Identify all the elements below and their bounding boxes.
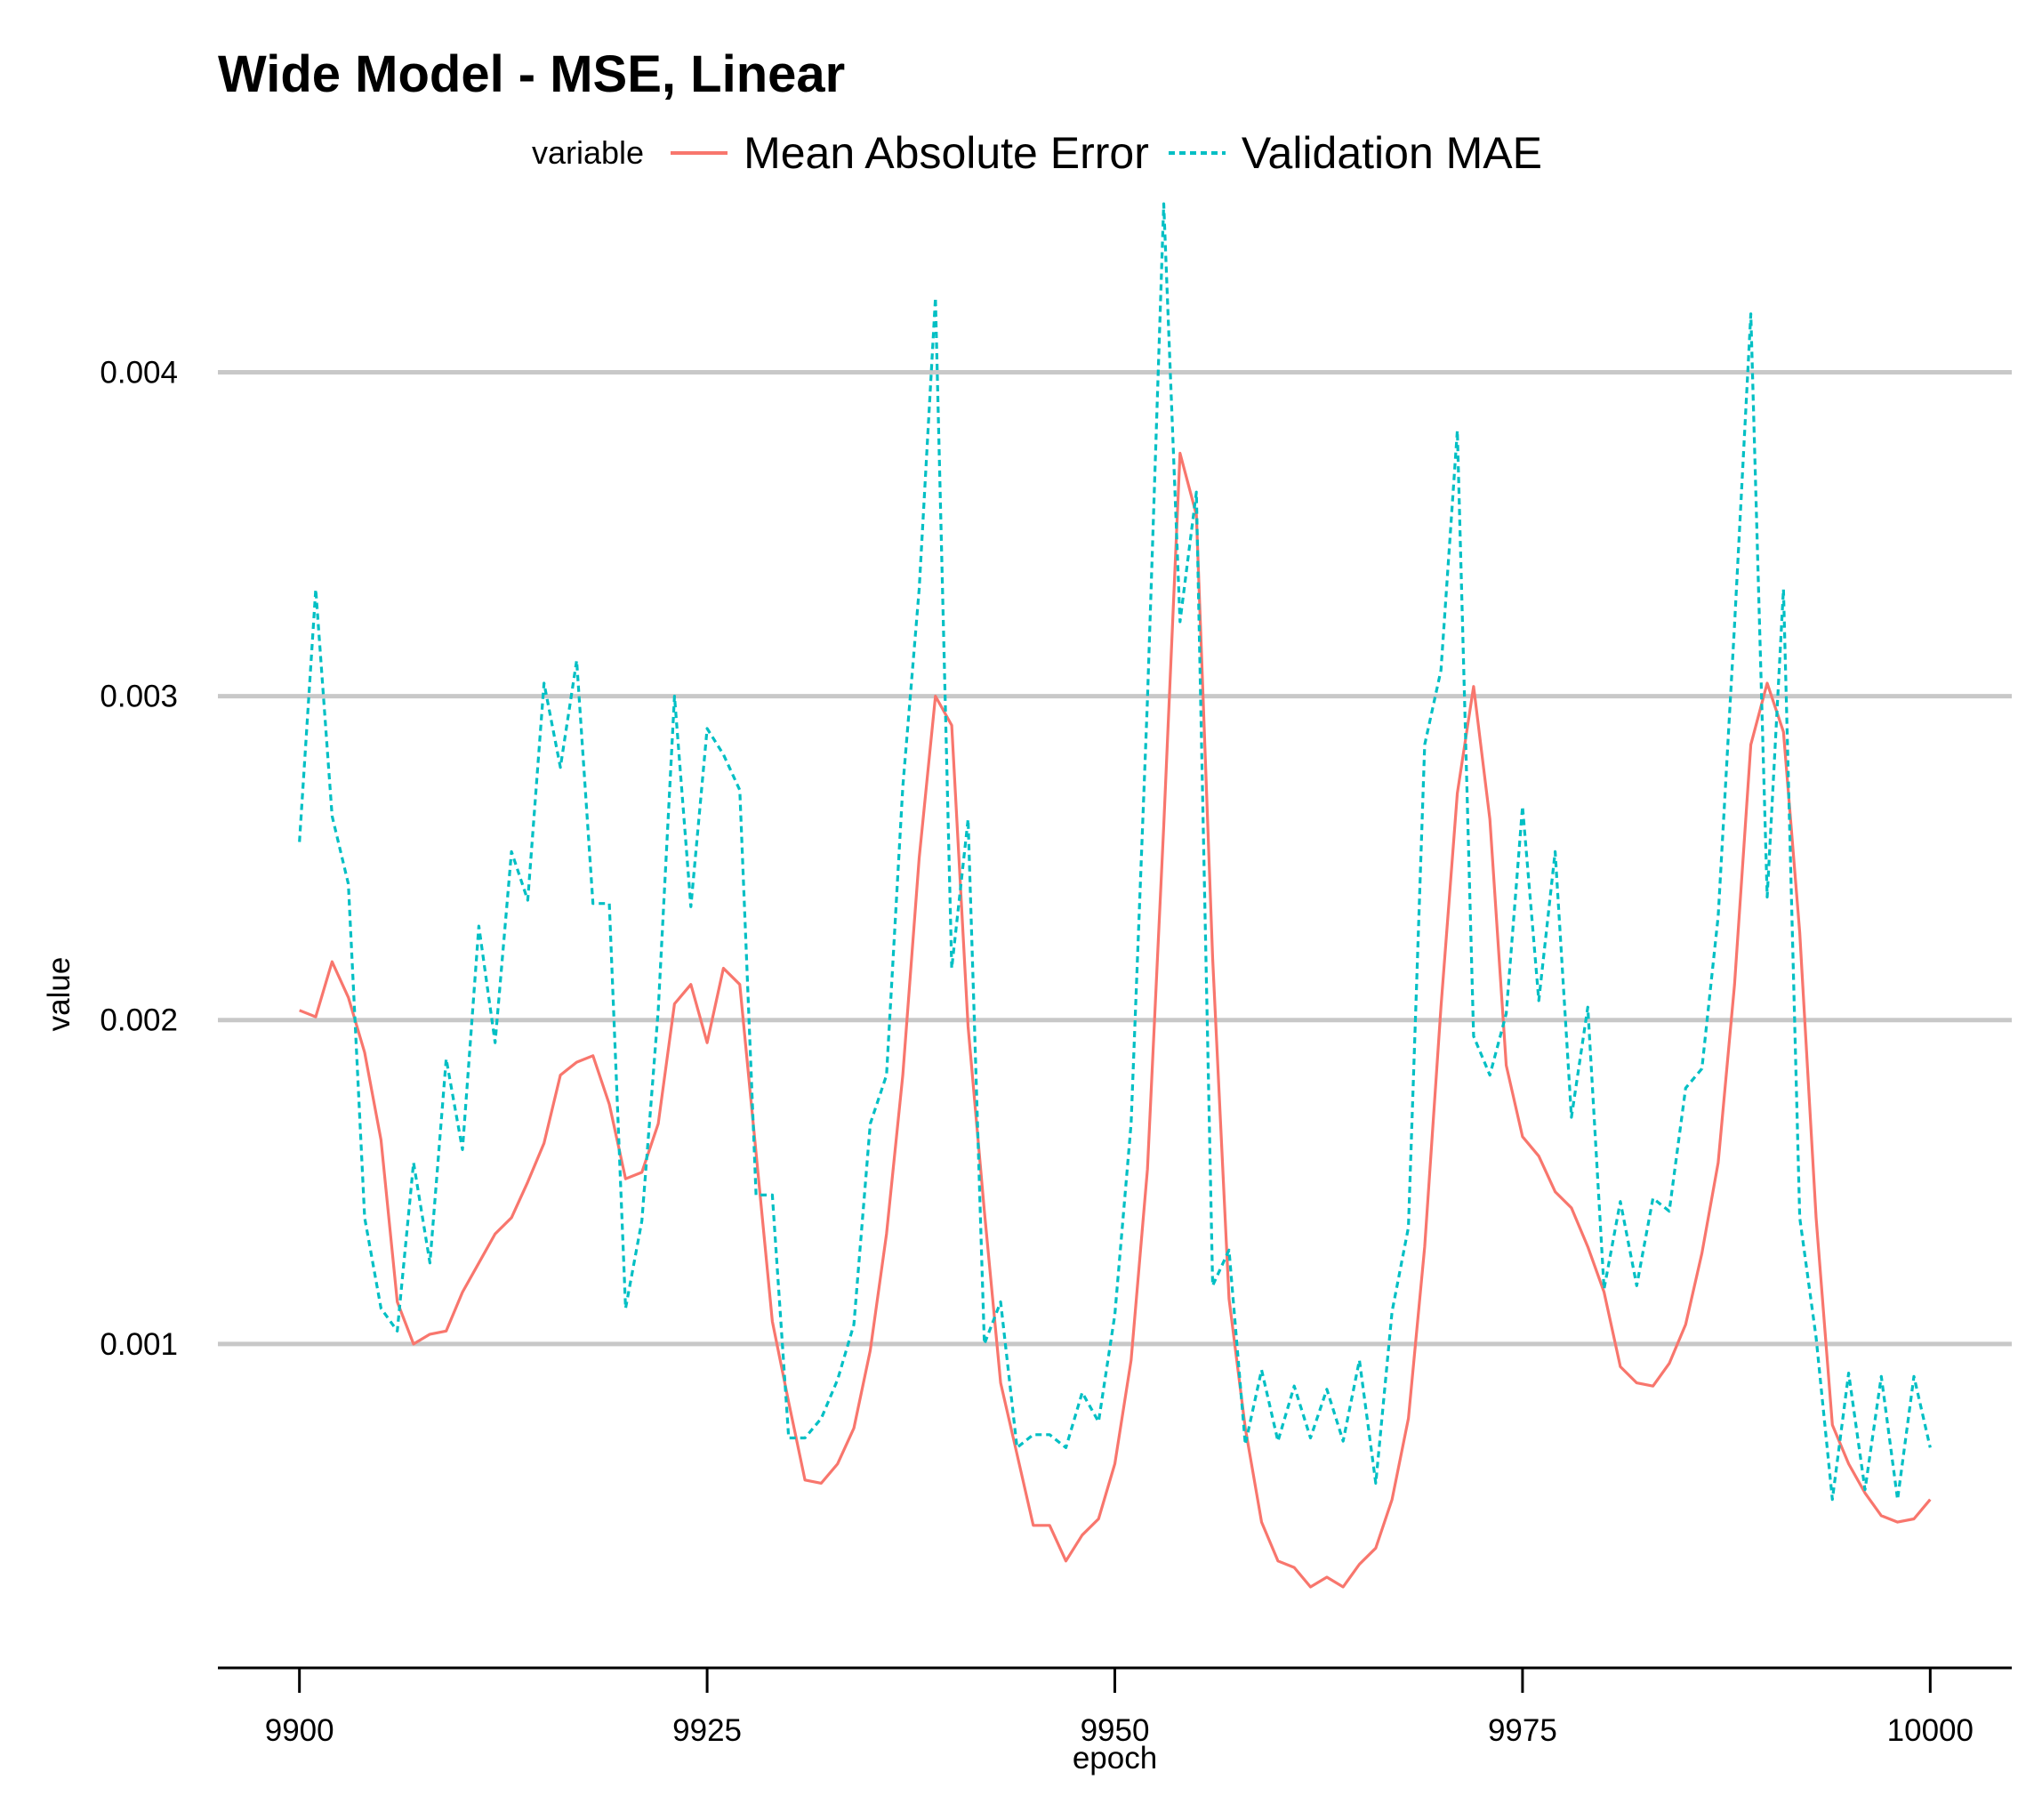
x-tick-label: 9975 xyxy=(1488,1713,1557,1748)
series-line-validation-mae xyxy=(298,202,1932,1502)
chart-title: Wide Model - MSE, Linear xyxy=(218,45,846,103)
legend-key-dashed-line xyxy=(1168,151,1226,155)
series-line-mean-absolute-error xyxy=(299,451,1932,1589)
y-tick-label: 0.001 xyxy=(100,1327,178,1362)
y-tick-label: 0.003 xyxy=(100,680,178,714)
legend-item-validation-mae: Validation MAE xyxy=(1168,127,1543,179)
legend-title: variable xyxy=(532,134,645,171)
x-tick-label: 9925 xyxy=(672,1713,742,1748)
y-tick-label: 0.004 xyxy=(100,355,178,390)
legend-item-mean-absolute-error: Mean Absolute Error xyxy=(671,127,1149,179)
y-axis-title: value xyxy=(42,957,76,1032)
legend-label: Validation MAE xyxy=(1241,128,1543,178)
gridlines xyxy=(218,369,2012,1347)
x-tick-label: 10000 xyxy=(1887,1713,1974,1748)
x-tick-label: 9900 xyxy=(265,1713,334,1748)
y-tick-label: 0.002 xyxy=(100,1003,178,1038)
series-layer xyxy=(298,202,1932,1589)
legend: variable Mean Absolute Error Validation … xyxy=(532,125,1562,181)
x-axis-title: epoch xyxy=(1073,1741,1157,1776)
legend-key-solid-line xyxy=(671,151,728,155)
x-tick-label: 9950 xyxy=(1081,1713,1150,1748)
legend-label: Mean Absolute Error xyxy=(744,128,1149,178)
x-axis-ticks: 9900 9925 9950 9975 10000 xyxy=(265,1668,1974,1748)
y-axis-ticks: 0.001 0.002 0.003 0.004 xyxy=(100,355,178,1361)
